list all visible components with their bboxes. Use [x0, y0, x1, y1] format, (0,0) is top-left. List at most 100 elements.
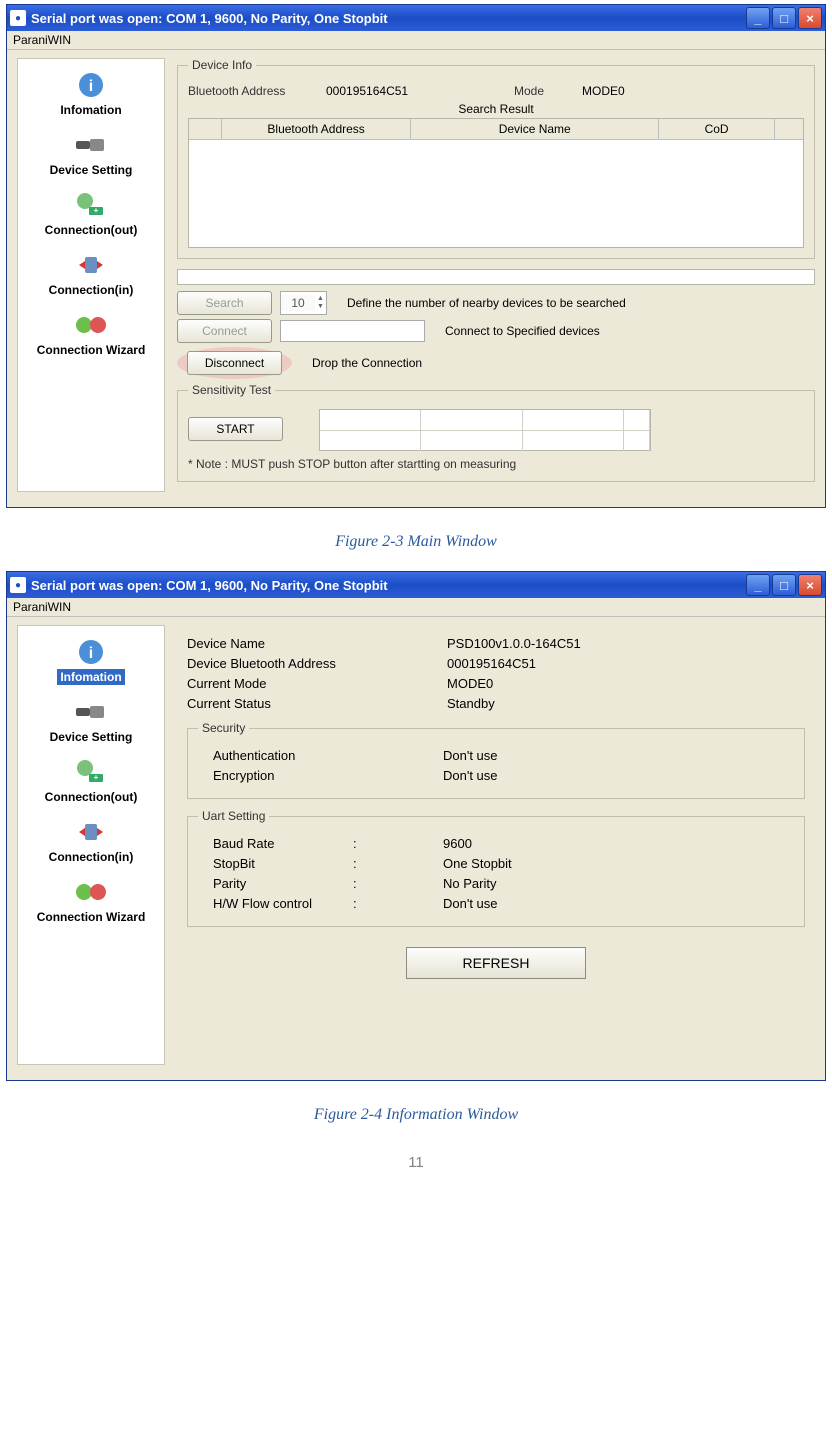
sidebar-item-connection-out[interactable]: + Connection(out) [22, 185, 160, 243]
uart-label: Parity [213, 876, 353, 891]
info-label: Current Status [187, 696, 447, 711]
table-col-blank2 [775, 119, 803, 139]
uart-value: No Parity [443, 876, 496, 891]
sidebar: i Infomation Device Setting + Connection… [17, 58, 165, 492]
app-icon: ● [10, 577, 26, 593]
svg-text:+: + [94, 206, 99, 215]
search-count-input [281, 295, 315, 311]
uart-value: Don't use [443, 896, 498, 911]
sensitivity-legend: Sensitivity Test [188, 383, 275, 397]
connect-hint: Connect to Specified devices [445, 324, 600, 338]
sidebar-item-connection-in[interactable]: Connection(in) [22, 245, 160, 303]
security-group: Security AuthenticationDon't use Encrypt… [187, 721, 805, 799]
uart-value: 9600 [443, 836, 472, 851]
search-result-table[interactable]: Bluetooth Address Device Name CoD [188, 118, 804, 248]
sidebar-item-label: Connection(in) [46, 282, 137, 298]
sensitivity-note: * Note : MUST push STOP button after sta… [188, 457, 804, 471]
sidebar-item-label: Connection(out) [42, 222, 141, 238]
info-row: Device Bluetooth Address000195164C51 [187, 656, 805, 671]
sidebar-item-connection-in[interactable]: Connection(in) [22, 812, 160, 870]
mode-value: MODE0 [582, 84, 625, 98]
titlebar: ● Serial port was open: COM 1, 9600, No … [7, 572, 825, 598]
connection-in-icon [22, 816, 160, 848]
device-info-group: Device Info Bluetooth Address 000195164C… [177, 58, 815, 259]
sidebar: i Infomation Device Setting + Connection… [17, 625, 165, 1065]
info-icon: i [22, 636, 160, 668]
info-label: Device Name [187, 636, 447, 651]
connect-button[interactable]: Connect [177, 319, 272, 343]
search-count-spinner[interactable]: ▲▼ [280, 291, 327, 315]
sidebar-item-label: Connection Wizard [34, 342, 149, 358]
info-value: 000195164C51 [447, 656, 536, 671]
close-button[interactable]: × [798, 7, 822, 29]
uart-group: Uart Setting Baud Rate:9600 StopBit:One … [187, 809, 805, 927]
search-button[interactable]: Search [177, 291, 272, 315]
sidebar-item-label: Infomation [57, 102, 124, 118]
svg-text:+: + [94, 773, 99, 782]
start-button[interactable]: START [188, 417, 283, 441]
security-value: Don't use [443, 748, 498, 763]
security-label: Authentication [213, 748, 443, 763]
main-panel: Device Info Bluetooth Address 000195164C… [177, 58, 815, 492]
disconnect-button[interactable]: Disconnect [187, 351, 282, 375]
menubar[interactable]: ParaniWIN [7, 598, 825, 617]
maximize-button[interactable]: □ [772, 574, 796, 596]
security-label: Encryption [213, 768, 443, 783]
uart-label: H/W Flow control [213, 896, 353, 911]
sidebar-item-connection-wizard[interactable]: Connection Wizard [22, 872, 160, 930]
information-panel: Device NamePSD100v1.0.0-164C51 Device Bl… [177, 625, 815, 1065]
info-row: Device NamePSD100v1.0.0-164C51 [187, 636, 805, 651]
maximize-button[interactable]: □ [772, 7, 796, 29]
app-icon: ● [10, 10, 26, 26]
info-icon: i [22, 69, 160, 101]
page-number: 11 [4, 1154, 828, 1171]
search-hint: Define the number of nearby devices to b… [347, 296, 626, 310]
svg-text:i: i [89, 645, 93, 662]
table-col-blank [189, 119, 222, 139]
sensitivity-test-group: Sensitivity Test START * Note : MUST pus… [177, 383, 815, 482]
disconnect-highlight: Disconnect [177, 347, 292, 379]
sidebar-item-label: Connection(in) [46, 849, 137, 865]
sidebar-item-label: Device Setting [47, 729, 136, 745]
sidebar-item-device-setting[interactable]: Device Setting [22, 692, 160, 750]
sidebar-item-device-setting[interactable]: Device Setting [22, 125, 160, 183]
connector-icon [22, 129, 160, 161]
connect-target-input[interactable] [280, 320, 425, 342]
sensitivity-table [319, 409, 651, 451]
sidebar-item-information[interactable]: i Infomation [22, 632, 160, 690]
menubar[interactable]: ParaniWIN [7, 31, 825, 50]
disconnect-hint: Drop the Connection [312, 356, 422, 370]
figure-caption-2: Figure 2-4 Information Window [4, 1106, 828, 1124]
uart-label: StopBit [213, 856, 353, 871]
connector-icon [22, 696, 160, 728]
close-button[interactable]: × [798, 574, 822, 596]
sidebar-item-connection-out[interactable]: + Connection(out) [22, 752, 160, 810]
info-row: Current StatusStandby [187, 696, 805, 711]
spinner-arrows-icon[interactable]: ▲▼ [315, 295, 326, 311]
sidebar-item-label: Device Setting [47, 162, 136, 178]
table-col-cod[interactable]: CoD [659, 119, 775, 139]
minimize-button[interactable]: _ [746, 574, 770, 596]
info-value: Standby [447, 696, 495, 711]
info-label: Device Bluetooth Address [187, 656, 447, 671]
figure-caption-1: Figure 2-3 Main Window [4, 533, 828, 551]
sidebar-item-connection-wizard[interactable]: Connection Wizard [22, 305, 160, 363]
sidebar-item-label: Connection(out) [42, 789, 141, 805]
uart-legend: Uart Setting [198, 809, 269, 823]
device-info-legend: Device Info [188, 58, 256, 72]
window-title: Serial port was open: COM 1, 9600, No Pa… [31, 11, 744, 26]
table-col-bt-address[interactable]: Bluetooth Address [222, 119, 411, 139]
titlebar: ● Serial port was open: COM 1, 9600, No … [7, 5, 825, 31]
refresh-button[interactable]: REFRESH [406, 947, 586, 979]
mode-label: Mode [514, 84, 574, 98]
bt-address-label: Bluetooth Address [188, 84, 318, 98]
connection-out-icon: + [22, 189, 160, 221]
sidebar-item-label: Infomation [57, 669, 124, 685]
sidebar-item-information[interactable]: i Infomation [22, 65, 160, 123]
minimize-button[interactable]: _ [746, 7, 770, 29]
connection-out-icon: + [22, 756, 160, 788]
uart-value: One Stopbit [443, 856, 512, 871]
bt-address-value: 000195164C51 [326, 84, 506, 98]
table-col-device-name[interactable]: Device Name [411, 119, 659, 139]
wizard-icon [22, 876, 160, 908]
